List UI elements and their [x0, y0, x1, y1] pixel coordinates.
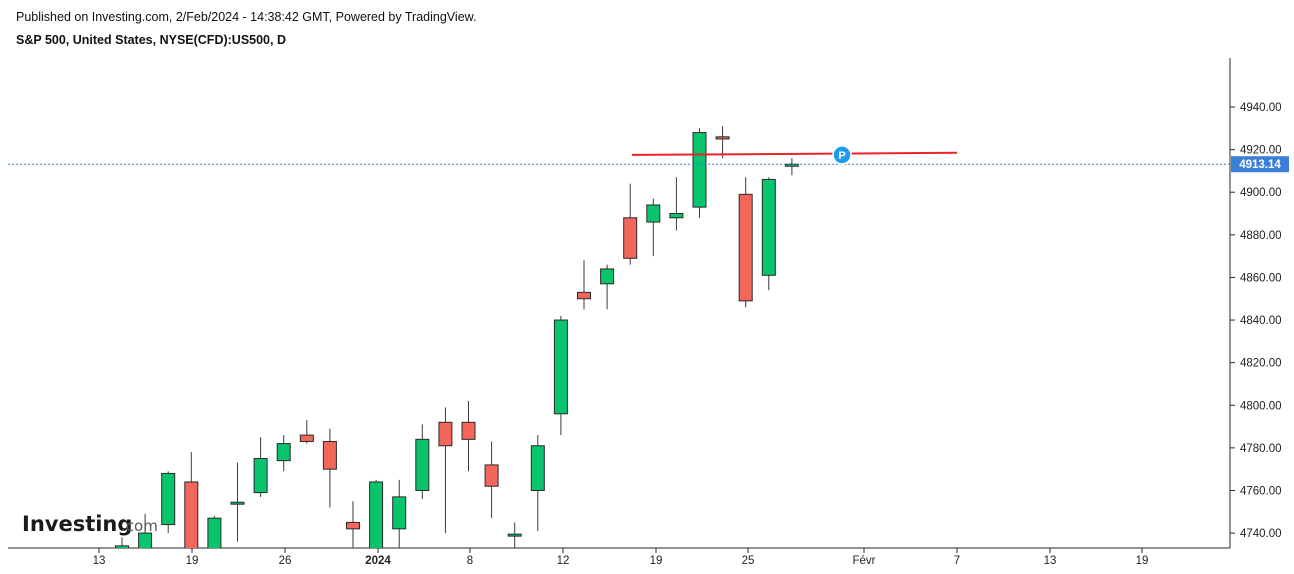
candle[interactable]: [138, 513, 153, 572]
candle-body: [461, 421, 476, 440]
candle[interactable]: [115, 537, 129, 574]
candle[interactable]: [715, 126, 730, 159]
x-tick-label: 26: [279, 555, 292, 567]
x-tick-label: 25: [742, 555, 755, 567]
candle-body: [392, 496, 407, 530]
publish-info: Published on Investing.com, 2/Feb/2024 -…: [16, 10, 477, 24]
candle-body: [600, 268, 615, 285]
candle[interactable]: [276, 435, 291, 472]
candle-body: [692, 132, 707, 208]
x-tick-label: 19: [650, 555, 663, 567]
x-axis: 13 19 26 2024 8 12 19 25 Févr 7 13 19: [93, 548, 1149, 567]
candle[interactable]: [369, 479, 384, 567]
y-tick-label: 4780.00: [1240, 443, 1282, 455]
candle[interactable]: [623, 183, 638, 265]
candle[interactable]: [392, 479, 407, 550]
marker-label: P: [838, 150, 845, 162]
candle[interactable]: [507, 522, 522, 548]
y-axis: 4740.00 4760.00 4780.00 4800.00 4820.00 4840.…: [1230, 102, 1282, 540]
candle-body: [207, 517, 222, 548]
x-tick-label: 19: [1136, 555, 1149, 567]
candle[interactable]: [553, 315, 568, 436]
candle[interactable]: [761, 177, 776, 291]
candle-body: [577, 291, 591, 300]
y-tick-label: 4940.00: [1240, 102, 1282, 114]
investing-logo: Investing .com: [22, 512, 158, 536]
candle[interactable]: [530, 435, 545, 531]
x-tick-label: 12: [557, 555, 570, 567]
candle[interactable]: [161, 471, 176, 534]
candle[interactable]: [299, 420, 314, 444]
candle[interactable]: [692, 128, 707, 218]
candle[interactable]: [484, 441, 499, 519]
candle-body: [784, 163, 799, 167]
candle-body: [369, 481, 384, 548]
overlays: 4913.14 P: [8, 145, 1289, 173]
candle-body: [346, 521, 360, 530]
logo-suffix: .com: [121, 517, 158, 535]
candle[interactable]: [415, 424, 430, 499]
y-tick-label: 4920.00: [1240, 145, 1282, 157]
candle[interactable]: [253, 437, 268, 497]
symbol-title: S&P 500, United States, NYSE(CFD):US500,…: [16, 33, 286, 47]
candle[interactable]: [230, 462, 245, 542]
y-tick-label: 4860.00: [1240, 272, 1282, 284]
candle[interactable]: [577, 260, 591, 310]
candle-body: [507, 533, 522, 537]
y-tick-label: 4800.00: [1240, 400, 1282, 412]
candle-body: [623, 217, 638, 259]
candles-group: [115, 126, 799, 574]
candle[interactable]: [438, 407, 453, 534]
candle-body: [646, 204, 661, 223]
x-tick-label: 19: [186, 555, 199, 567]
candle[interactable]: [784, 158, 799, 176]
x-tick-label: 8: [467, 555, 473, 567]
last-price-label: 4913.14: [1239, 159, 1281, 171]
resistance-trendline[interactable]: [631, 151, 958, 156]
candle-body: [253, 458, 268, 494]
candle[interactable]: [669, 177, 684, 231]
candle-body: [230, 501, 245, 505]
candle-body: [299, 434, 314, 442]
marker-circle: [832, 145, 852, 165]
y-tick-label: 4900.00: [1240, 187, 1282, 199]
candle[interactable]: [646, 198, 661, 257]
candle-body: [415, 438, 430, 491]
y-tick-label: 4840.00: [1240, 315, 1282, 327]
candle-body: [276, 443, 291, 462]
x-tick-label: 7: [954, 555, 960, 567]
candle-body: [738, 193, 753, 302]
candle-body: [530, 445, 545, 491]
candle[interactable]: [184, 452, 199, 567]
logo-wordmark: Investing: [22, 512, 132, 536]
candle[interactable]: [600, 264, 615, 310]
candle-body: [715, 136, 730, 140]
x-tick-label: 13: [93, 555, 106, 567]
x-tick-label: Févr: [853, 555, 876, 567]
y-tick-label: 4820.00: [1240, 358, 1282, 370]
candle-body: [669, 213, 684, 219]
candle-body: [761, 178, 776, 276]
candle[interactable]: [461, 401, 476, 472]
candle[interactable]: [322, 428, 337, 508]
x-tick-label: 13: [1044, 555, 1057, 567]
candle-body: [161, 472, 176, 526]
y-tick-label: 4760.00: [1240, 485, 1282, 497]
x-tick-label: 2024: [365, 555, 391, 567]
event-marker[interactable]: P: [832, 145, 852, 165]
candle-body: [115, 545, 129, 548]
candle[interactable]: [738, 177, 753, 308]
y-tick-label: 4880.00: [1240, 230, 1282, 242]
y-tick-label: 4740.00: [1240, 528, 1282, 540]
candle-body: [553, 319, 568, 415]
candle[interactable]: [346, 501, 360, 550]
candle-body: [484, 464, 499, 487]
candle-body: [438, 421, 453, 447]
candle[interactable]: [207, 516, 222, 571]
candle-body: [184, 481, 199, 548]
candle-body: [322, 440, 337, 470]
candle-body: [138, 532, 153, 548]
last-price-badge: [1231, 156, 1289, 173]
